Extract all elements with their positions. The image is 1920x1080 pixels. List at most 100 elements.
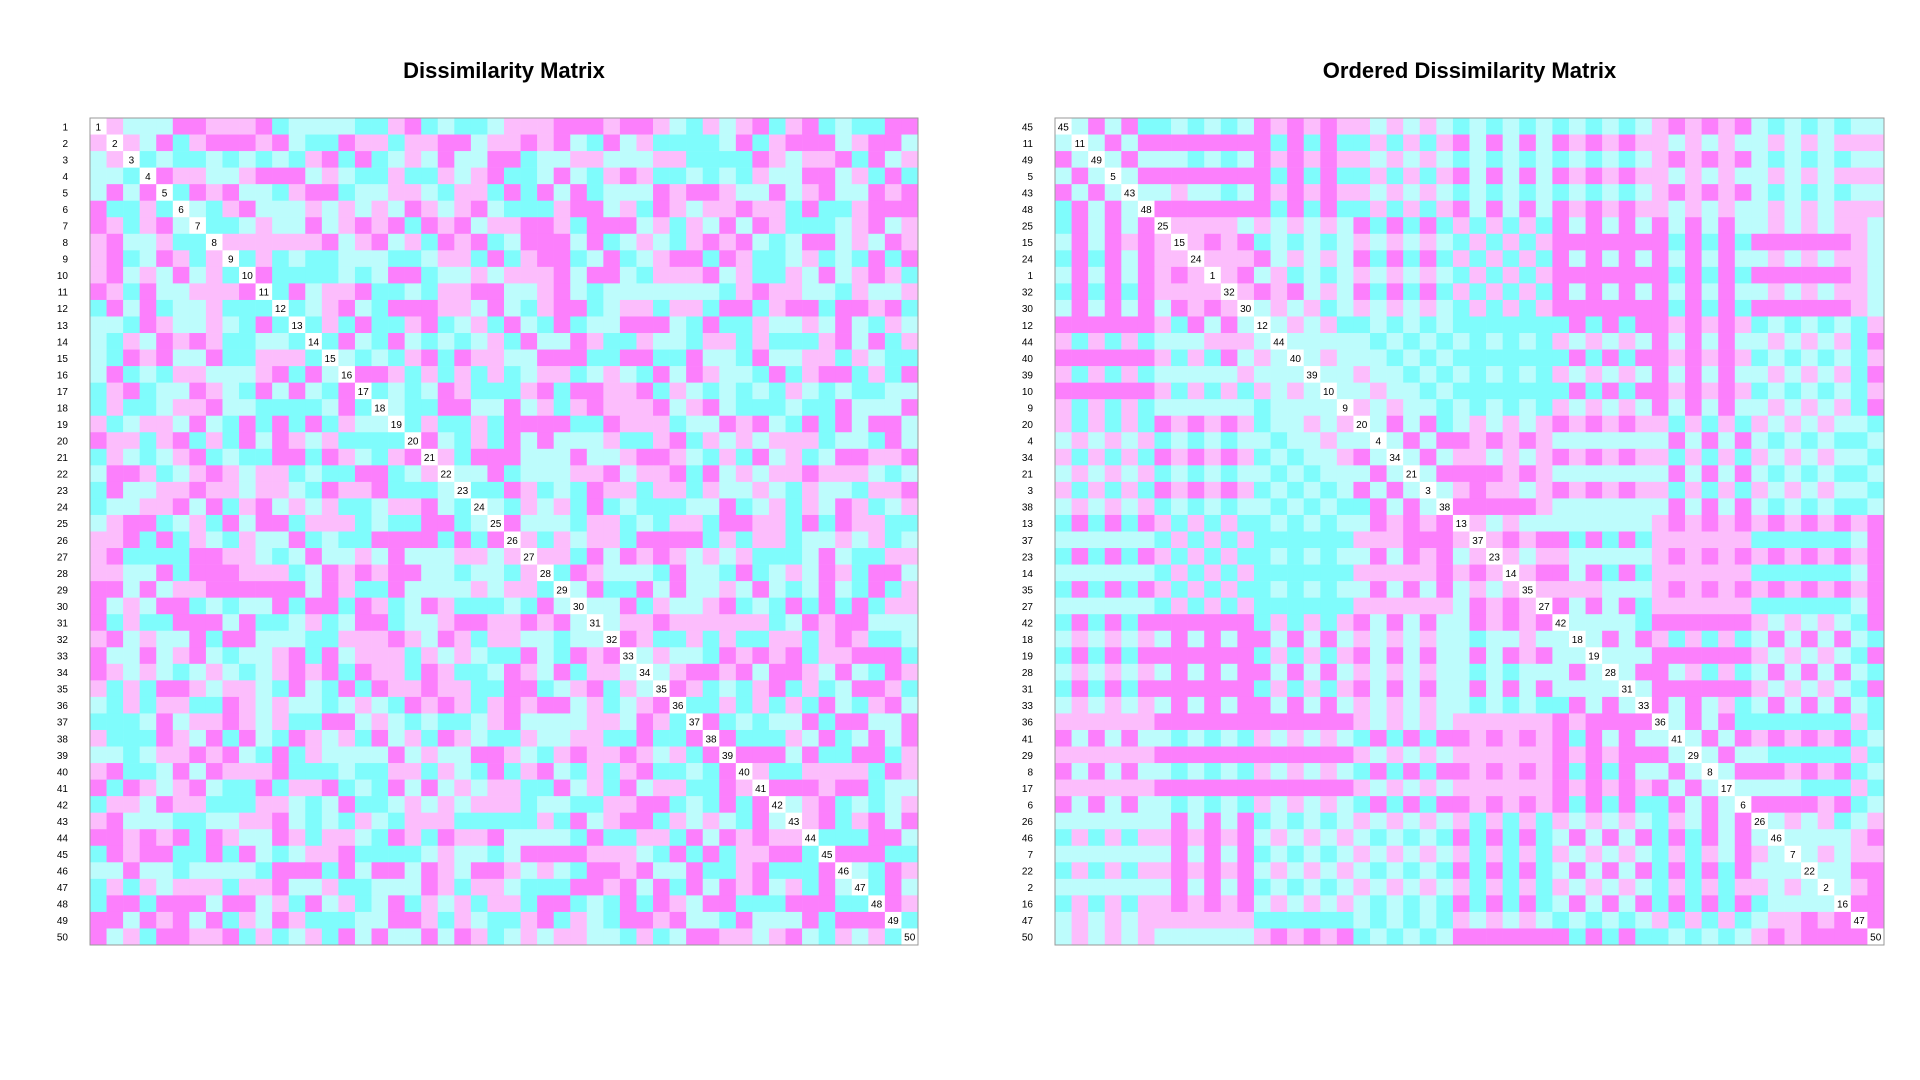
matrix-cell [835, 349, 853, 367]
matrix-cell [1618, 564, 1636, 582]
matrix-cell [884, 167, 902, 185]
matrix-cell [354, 796, 372, 813]
matrix-cell [239, 878, 256, 896]
matrix-cell [901, 597, 919, 615]
matrix-cell [205, 399, 223, 417]
matrix-cell [255, 746, 273, 764]
matrix-cell [1237, 812, 1255, 830]
matrix-cell [851, 333, 869, 350]
matrix-cell [205, 349, 223, 367]
matrix-cell [570, 614, 588, 632]
matrix-cell [1121, 862, 1139, 880]
matrix-cell [272, 911, 290, 929]
matrix-cell [1104, 299, 1122, 317]
diagonal-label: 20 [407, 437, 419, 448]
matrix-cell [1137, 696, 1155, 714]
matrix-cell [1121, 763, 1139, 780]
matrix-cell [686, 564, 704, 582]
matrix-cell [1320, 299, 1338, 317]
matrix-cell [1817, 465, 1835, 483]
matrix-cell [1502, 316, 1520, 334]
matrix-cell [1253, 829, 1271, 847]
matrix-cell [818, 299, 836, 317]
matrix-cell [156, 928, 174, 946]
matrix-cell [1088, 663, 1106, 681]
matrix-cell [1287, 564, 1304, 582]
matrix-cell [752, 829, 770, 847]
matrix-cell [1651, 266, 1669, 284]
matrix-cell [371, 283, 389, 301]
matrix-cell [1685, 597, 1702, 615]
matrix-cell [1220, 134, 1238, 152]
matrix-cell [1336, 597, 1354, 615]
matrix-cell [1535, 548, 1553, 565]
matrix-cell [1834, 614, 1852, 632]
matrix-cell [388, 465, 405, 483]
matrix-cell [1668, 663, 1686, 681]
matrix-cell [90, 581, 107, 598]
matrix-cell [172, 763, 190, 780]
matrix-cell [653, 415, 670, 433]
matrix-cell [1303, 597, 1321, 615]
matrix-cell [785, 564, 803, 582]
matrix-cell [255, 779, 273, 797]
matrix-cell [1651, 812, 1669, 830]
matrix-cell [570, 184, 588, 201]
matrix-cell [768, 729, 786, 747]
matrix-cell [1767, 415, 1785, 433]
matrix-cell [1336, 729, 1354, 747]
matrix-cell [1867, 366, 1885, 383]
matrix-cell [321, 250, 339, 268]
matrix-cell [156, 415, 174, 433]
matrix-cell [1320, 333, 1338, 350]
matrix-cell [504, 465, 521, 483]
matrix-cell [388, 729, 405, 747]
matrix-cell [1137, 465, 1155, 483]
matrix-cell [272, 696, 290, 714]
matrix-cell [1701, 167, 1719, 185]
matrix-cell [1204, 134, 1222, 152]
matrix-cell [1552, 134, 1570, 152]
matrix-cell [1801, 200, 1818, 218]
matrix-cell [504, 581, 521, 598]
matrix-cell [189, 796, 207, 813]
matrix-cell [653, 862, 670, 880]
matrix-cell [719, 812, 737, 830]
matrix-cell [1502, 647, 1520, 665]
matrix-cell [1137, 481, 1155, 499]
matrix-cell [636, 200, 654, 218]
matrix-cell [239, 564, 256, 582]
matrix-cell [1701, 829, 1719, 847]
matrix-cell [851, 217, 869, 235]
matrix-cell [1568, 763, 1586, 780]
matrix-cell [454, 862, 472, 880]
matrix-cell [1353, 680, 1371, 698]
matrix-cell [321, 812, 339, 830]
matrix-cell [454, 432, 472, 450]
matrix-cell [884, 465, 902, 483]
matrix-cell [735, 862, 753, 880]
matrix-cell [1519, 134, 1537, 152]
matrix-cell [1071, 812, 1089, 830]
matrix-cell [1519, 349, 1537, 367]
matrix-cell [371, 928, 389, 946]
matrix-cell [1552, 200, 1570, 218]
matrix-cell [1751, 614, 1769, 632]
matrix-cell [785, 845, 803, 863]
matrix-cell [835, 514, 853, 532]
matrix-cell [321, 283, 339, 301]
matrix-cell [1403, 564, 1421, 582]
row-label: 31 [57, 618, 69, 629]
diagonal-cell [1336, 399, 1354, 417]
matrix-cell [1651, 333, 1669, 350]
matrix-cell [1751, 895, 1769, 913]
matrix-cell [1568, 498, 1586, 516]
matrix-cell [1171, 283, 1188, 301]
matrix-cell [255, 349, 273, 367]
matrix-cell [1618, 481, 1636, 499]
matrix-cell [288, 415, 306, 433]
matrix-cell [288, 134, 306, 152]
matrix-cell [1353, 729, 1371, 747]
matrix-cell [504, 316, 521, 334]
matrix-cell [702, 382, 720, 400]
